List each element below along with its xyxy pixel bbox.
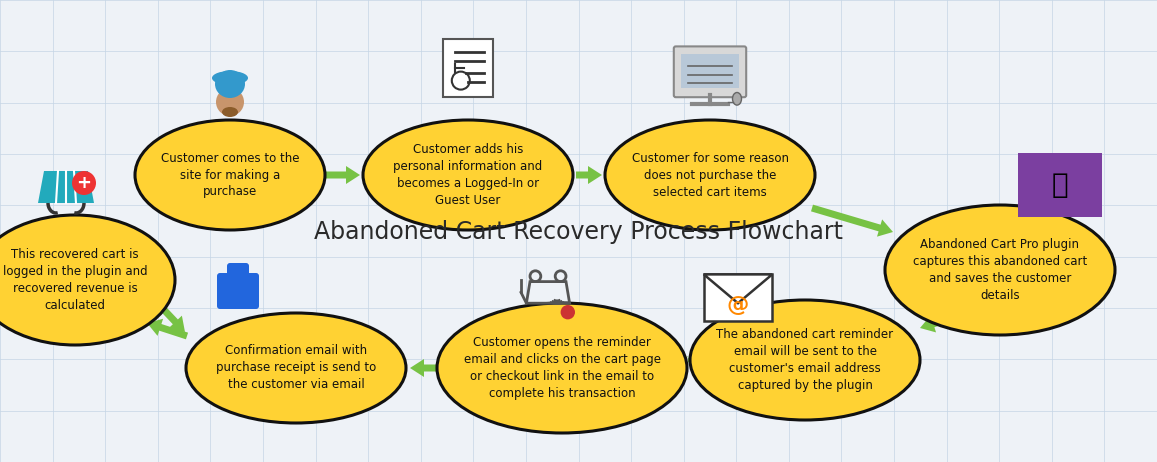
Ellipse shape [690,300,920,420]
Text: The abandoned cart reminder
email will be sent to the
customer's email address
c: The abandoned cart reminder email will b… [716,328,893,392]
Circle shape [216,88,244,116]
Ellipse shape [212,71,248,85]
FancyArrow shape [920,315,953,333]
Ellipse shape [363,120,573,230]
FancyBboxPatch shape [673,46,746,97]
Ellipse shape [186,313,406,423]
Bar [681,54,739,88]
Text: 🛒: 🛒 [1052,171,1068,199]
FancyArrow shape [410,359,436,377]
Text: Customer adds his
personal information and
becomes a Logged-In or
Guest User: Customer adds his personal information a… [393,143,543,207]
Polygon shape [38,171,94,203]
Ellipse shape [135,120,325,230]
Text: +: + [76,174,91,192]
Text: Abandoned Cart Recovery Process Flowchart: Abandoned Cart Recovery Process Flowchar… [314,220,842,244]
Text: Customer opens the reminder
email and clicks on the cart page
or checkout link i: Customer opens the reminder email and cl… [464,336,661,400]
Ellipse shape [605,120,815,230]
Text: Confirmation email with
purchase receipt is send to
the customer via email: Confirmation email with purchase receipt… [216,345,376,391]
Ellipse shape [437,303,687,433]
FancyBboxPatch shape [443,39,493,97]
FancyArrow shape [811,205,893,237]
Ellipse shape [732,92,742,105]
Text: This recovered cart is
logged in the plugin and
recovered revenue is
calculated: This recovered cart is logged in the plu… [2,248,147,312]
Text: @: @ [727,295,750,315]
Ellipse shape [215,70,245,98]
FancyArrow shape [147,319,189,339]
FancyBboxPatch shape [227,263,249,295]
Bar [1018,153,1101,217]
Circle shape [561,305,575,319]
Ellipse shape [0,215,175,345]
Text: Abandoned Cart Pro plugin
captures this abandoned cart
and saves the customer
de: Abandoned Cart Pro plugin captures this … [913,238,1088,302]
FancyArrow shape [73,213,185,332]
Text: Customer comes to the
site for making a
purchase: Customer comes to the site for making a … [161,152,300,199]
Circle shape [72,171,96,195]
FancyArrow shape [326,166,360,184]
Ellipse shape [885,205,1115,335]
Text: Customer for some reason
does not purchase the
selected cart items: Customer for some reason does not purcha… [632,152,789,199]
FancyArrow shape [678,351,692,369]
FancyArrow shape [576,166,602,184]
Polygon shape [703,274,772,303]
Ellipse shape [222,107,238,117]
FancyBboxPatch shape [218,273,259,309]
Bar [703,274,772,321]
